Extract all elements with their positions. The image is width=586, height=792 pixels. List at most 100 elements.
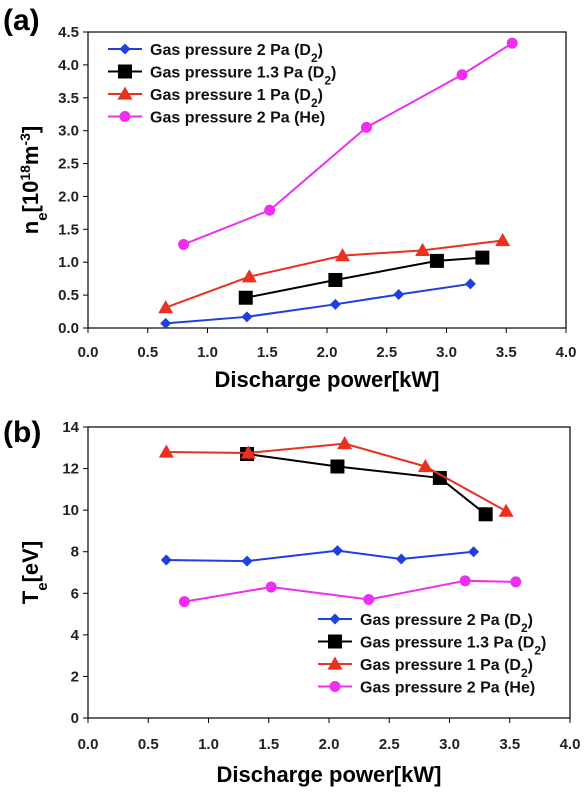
- y-tick-label: 1.0: [58, 254, 79, 271]
- data-point: [495, 233, 511, 247]
- legend-entry: Gas pressure 2 Pa (D2): [318, 612, 533, 635]
- y-tick-label: 0: [71, 710, 79, 727]
- legend-label-paren: ): [318, 87, 323, 104]
- y-tick-label: 6: [71, 585, 79, 602]
- legend-label-species: D: [509, 612, 521, 629]
- data-point: [475, 250, 490, 265]
- y-axis-title-exp: 18: [17, 165, 33, 181]
- y-axis-title-main: n: [18, 221, 43, 234]
- legend-label-text: Gas pressure 1 Pa: [360, 657, 504, 674]
- legend-label-paren: (: [294, 42, 300, 59]
- data-point: [330, 459, 345, 474]
- data-point: [241, 269, 257, 283]
- y-tick-label: 3.5: [58, 90, 79, 107]
- data-point: [478, 507, 493, 522]
- legend-label-sub: 2: [311, 51, 318, 65]
- data-point: [178, 596, 190, 608]
- data-point: [178, 238, 190, 250]
- y-tick-label: 4.0: [58, 57, 79, 74]
- x-axis-title: Discharge power[kW]: [217, 762, 442, 787]
- legend-label-text: Gas pressure 2 Pa: [150, 110, 294, 127]
- legend-label-paren: ): [528, 612, 533, 629]
- y-axis-title-exp: -3: [17, 133, 33, 146]
- x-tick-label: 2.5: [379, 736, 400, 753]
- x-tick-label: 3.5: [499, 736, 520, 753]
- data-point: [337, 436, 353, 450]
- x-tick-label: 1.0: [198, 736, 219, 753]
- data-point: [264, 204, 276, 216]
- data-point: [429, 253, 444, 268]
- data-point: [158, 444, 174, 458]
- panel-b: (b) 0.0 0.5 1.0 1.5 2.0 2.5 3.0 3.5 4.0 0 2 4 6 8 10 12 1…: [3, 416, 580, 787]
- legend-marker: [119, 43, 131, 55]
- series-line: [166, 442, 507, 513]
- series-square: [238, 250, 490, 305]
- y-axis-title-rest: [10: [18, 181, 43, 213]
- legend-label-paren: ): [320, 110, 325, 127]
- x-tick-label: 3.0: [436, 344, 457, 361]
- panel-label: (b): [3, 416, 41, 449]
- legend-marker: [119, 111, 131, 122]
- x-tick-label: 2.0: [317, 344, 338, 361]
- legend-label-sub: 2: [521, 666, 528, 680]
- legend-label: Gas pressure 1.3 Pa (D2): [360, 635, 546, 658]
- y-axis-title-unit: m: [18, 146, 43, 166]
- legend-label: Gas pressure 2 Pa (D2): [150, 42, 323, 65]
- legend-label-sub: 2: [324, 74, 331, 88]
- legend-marker: [118, 64, 132, 79]
- y-axis-title: Te[eV]: [18, 541, 51, 604]
- legend-label-paren: ): [318, 42, 323, 59]
- x-tick-label: 0.5: [138, 736, 159, 753]
- x-tick-label: 4.0: [560, 736, 581, 753]
- x-tick-label: 2.0: [319, 736, 340, 753]
- legend-label-text: Gas pressure 1 Pa: [150, 87, 294, 104]
- legend-label-text: Gas pressure 2 Pa: [150, 42, 294, 59]
- data-point: [415, 242, 431, 257]
- y-tick-label: 2: [71, 668, 79, 685]
- y-axis-title-rest: [eV]: [18, 541, 43, 583]
- series-triangle: [158, 436, 514, 517]
- legend-label-paren: ): [331, 65, 336, 82]
- series-circle: [178, 37, 518, 250]
- data-point: [238, 290, 253, 305]
- x-tick-label: 3.0: [439, 736, 460, 753]
- data-point: [335, 248, 351, 262]
- legend-label-text: Gas pressure 1.3 Pa: [360, 635, 517, 652]
- data-point: [456, 69, 468, 81]
- data-point: [432, 470, 447, 485]
- legend-label-species: D: [509, 657, 521, 674]
- x-tick-label: 0.0: [78, 344, 99, 361]
- legend-label-species: He: [509, 680, 530, 697]
- data-point: [160, 554, 172, 566]
- data-point: [241, 555, 253, 567]
- legend-marker: [328, 634, 342, 649]
- panel-a: (a) 0.0 0.5 1.0 1.5 2.0 2.5 3.0 3.5 4.0 0.0 0.5 1.0 1…: [3, 4, 576, 392]
- x-tick-label: 0.5: [137, 344, 158, 361]
- data-point: [158, 300, 174, 314]
- legend-label: Gas pressure 2 Pa (He): [150, 110, 325, 127]
- y-tick-label: 1.5: [58, 221, 79, 238]
- legend-label-sub: 2: [311, 96, 318, 110]
- legend-label-paren: ): [530, 680, 535, 697]
- legend-label: Gas pressure 1.3 Pa (D2): [150, 65, 336, 88]
- y-axis-title-main: T: [18, 590, 43, 604]
- y-tick-label: 2.5: [58, 156, 79, 173]
- y-axis-title: ne[1018m-3]: [17, 126, 51, 235]
- data-point: [464, 278, 476, 290]
- y-tick-label: 4.5: [58, 24, 79, 41]
- legend-marker: [327, 656, 343, 670]
- data-point: [241, 311, 253, 323]
- legend-label-text: Gas pressure 2 Pa: [360, 612, 504, 629]
- legend-label-species: D: [313, 65, 325, 82]
- legend-entry: Gas pressure 1 Pa (D2): [318, 656, 533, 680]
- y-axis-title-close: ]: [18, 126, 43, 133]
- legend-label-sub: 2: [521, 621, 528, 635]
- series-line: [245, 256, 483, 299]
- legend-label-species: D: [523, 635, 535, 652]
- legend-label-paren: ): [541, 635, 546, 652]
- data-point: [498, 503, 514, 517]
- x-tick-label: 4.0: [556, 344, 577, 361]
- y-tick-label: 0.0: [58, 320, 79, 337]
- legend-entry: Gas pressure 1 Pa (D2): [108, 86, 323, 110]
- panel-label: (a): [3, 4, 40, 37]
